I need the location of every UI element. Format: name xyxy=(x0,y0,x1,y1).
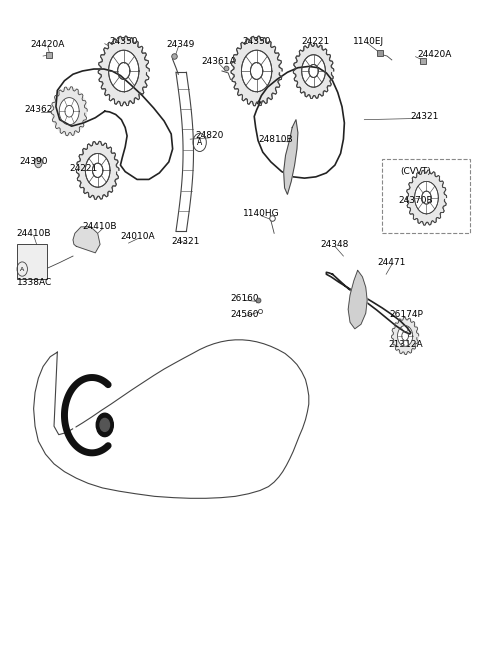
Polygon shape xyxy=(73,227,100,253)
Text: 1338AC: 1338AC xyxy=(17,278,53,286)
Text: (CVVT): (CVVT) xyxy=(400,167,431,176)
Text: 24349: 24349 xyxy=(167,41,195,50)
Text: 26160: 26160 xyxy=(230,294,259,303)
Polygon shape xyxy=(348,271,367,329)
Circle shape xyxy=(100,419,109,432)
Circle shape xyxy=(295,45,333,97)
Text: 24321: 24321 xyxy=(411,112,439,121)
Text: 24420A: 24420A xyxy=(31,41,65,50)
Circle shape xyxy=(392,318,418,354)
Text: 24362: 24362 xyxy=(24,105,52,115)
Text: 24348: 24348 xyxy=(321,240,349,249)
Text: 24370B: 24370B xyxy=(398,196,433,206)
Circle shape xyxy=(108,50,139,92)
Circle shape xyxy=(398,327,412,345)
Text: 24410B: 24410B xyxy=(83,222,117,231)
Text: 24390: 24390 xyxy=(19,157,48,166)
Text: 1140HG: 1140HG xyxy=(243,210,280,218)
Circle shape xyxy=(241,50,272,92)
Circle shape xyxy=(96,413,113,437)
FancyBboxPatch shape xyxy=(17,244,47,279)
Text: 24350: 24350 xyxy=(109,37,138,47)
Text: 24810B: 24810B xyxy=(258,135,293,143)
Text: 24010A: 24010A xyxy=(120,232,156,241)
Text: 24321: 24321 xyxy=(171,237,200,246)
Circle shape xyxy=(35,157,42,168)
Text: 24560: 24560 xyxy=(230,310,259,319)
Text: A: A xyxy=(197,138,202,147)
Circle shape xyxy=(408,172,445,223)
Circle shape xyxy=(233,38,280,103)
Text: 24420A: 24420A xyxy=(417,50,452,59)
Text: 24350: 24350 xyxy=(242,37,271,47)
Text: 21312A: 21312A xyxy=(389,340,423,349)
Circle shape xyxy=(415,181,438,214)
Text: 24221: 24221 xyxy=(302,37,330,47)
Circle shape xyxy=(60,99,78,124)
Circle shape xyxy=(52,88,86,135)
Polygon shape xyxy=(284,120,298,195)
Circle shape xyxy=(301,55,325,87)
Circle shape xyxy=(100,38,148,103)
Circle shape xyxy=(85,153,110,187)
Text: 1140EJ: 1140EJ xyxy=(352,37,384,47)
Text: 24471: 24471 xyxy=(378,258,406,267)
Text: 24410B: 24410B xyxy=(16,229,51,238)
Text: 24361A: 24361A xyxy=(201,57,236,66)
Text: 24221: 24221 xyxy=(69,164,97,173)
Text: 26174P: 26174P xyxy=(389,310,423,319)
Circle shape xyxy=(78,143,118,198)
Text: 24820: 24820 xyxy=(195,132,223,140)
Text: A: A xyxy=(20,267,24,272)
